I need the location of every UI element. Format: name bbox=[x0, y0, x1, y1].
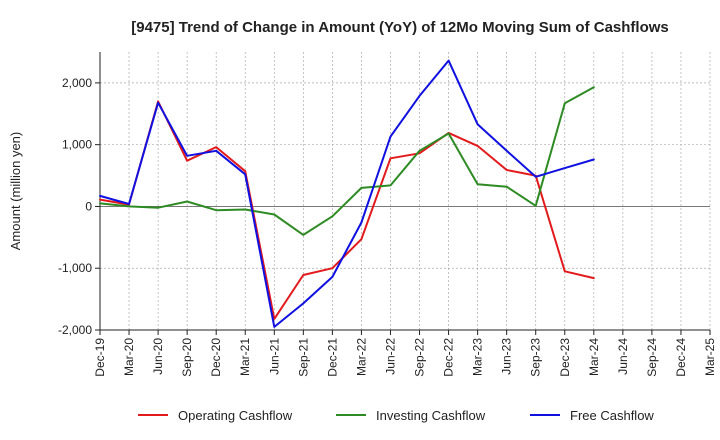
legend-label: Investing Cashflow bbox=[376, 408, 486, 423]
x-tick-label: Jun-21 bbox=[267, 338, 281, 375]
legend-label: Free Cashflow bbox=[570, 408, 654, 423]
x-tick-label: Mar-23 bbox=[471, 338, 485, 376]
y-axis-label: Amount (million yen) bbox=[8, 132, 23, 251]
series-free-cashflow bbox=[99, 59, 595, 328]
x-tick-label: Mar-20 bbox=[122, 338, 136, 376]
x-tick-label: Mar-24 bbox=[587, 338, 601, 376]
x-tick-labels: Dec-19 Mar-20 Jun-20 Sep-20 Dec-20 Mar-21 Jun-… bbox=[93, 338, 717, 377]
x-tick-label: Sep-22 bbox=[413, 338, 427, 377]
series-investing-cashflow bbox=[99, 86, 595, 236]
x-tick-label: Sep-24 bbox=[645, 338, 659, 377]
x-tick-label: Mar-21 bbox=[238, 338, 252, 376]
x-tick-label: Dec-21 bbox=[325, 338, 339, 377]
grid-lines bbox=[99, 52, 711, 331]
y-tick-labels: -2,000 -1,000 0 1,000 2,000 bbox=[58, 76, 92, 337]
x-tick-label: Dec-22 bbox=[442, 338, 456, 377]
x-tick-label: Dec-24 bbox=[674, 338, 688, 377]
x-tick-label: Sep-21 bbox=[296, 338, 310, 377]
axes bbox=[95, 52, 711, 335]
x-tick-label: Sep-23 bbox=[529, 338, 543, 377]
x-tick-label: Sep-20 bbox=[180, 338, 194, 377]
legend-label: Operating Cashflow bbox=[178, 408, 293, 423]
y-tick-label: 2,000 bbox=[62, 76, 92, 90]
x-tick-label: Jun-22 bbox=[383, 338, 397, 375]
x-tick-label: Jun-20 bbox=[151, 338, 165, 375]
x-tick-label: Mar-25 bbox=[703, 338, 717, 376]
series-line bbox=[99, 86, 595, 236]
y-tick-label: -2,000 bbox=[58, 323, 92, 337]
series-operating-cashflow bbox=[99, 100, 595, 320]
x-tick-label: Mar-22 bbox=[354, 338, 368, 376]
x-tick-label: Dec-23 bbox=[558, 338, 572, 377]
series-lines bbox=[99, 59, 595, 328]
series-line bbox=[99, 100, 595, 320]
y-tick-label: -1,000 bbox=[58, 261, 92, 275]
x-tick-label: Dec-19 bbox=[93, 338, 107, 377]
legend: Operating Cashflow Investing Cashflow Free… bbox=[138, 408, 654, 423]
series-line bbox=[99, 59, 595, 328]
y-tick-label: 1,000 bbox=[62, 138, 92, 152]
y-tick-label: 0 bbox=[85, 199, 92, 213]
x-tick-label: Jun-24 bbox=[616, 338, 630, 375]
chart-title: [9475] Trend of Change in Amount (YoY) o… bbox=[131, 19, 669, 36]
x-tick-label: Dec-20 bbox=[209, 338, 223, 377]
x-tick-label: Jun-23 bbox=[500, 338, 514, 375]
